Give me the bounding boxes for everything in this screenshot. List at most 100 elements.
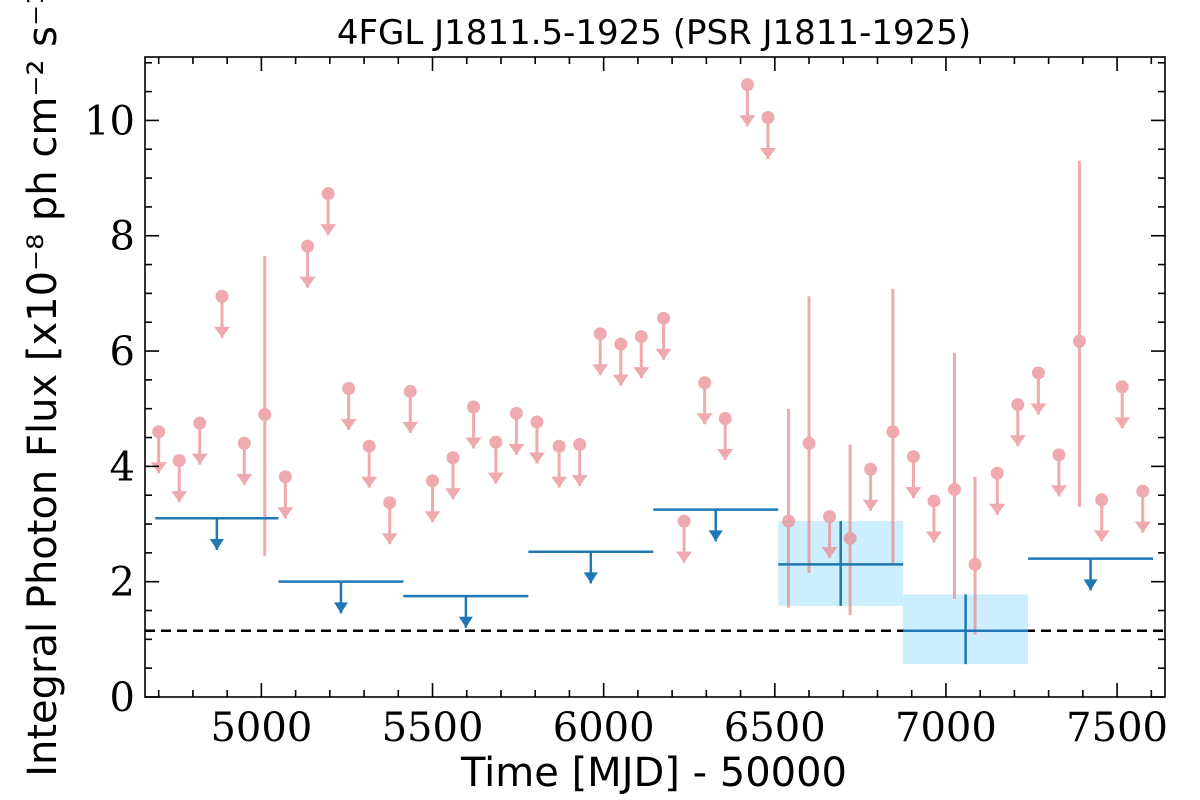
y-axis-label: Integral Photon Flux [x10⁻⁸ ph cm⁻² s⁻¹]: [20, 0, 66, 777]
data-marker: [1052, 448, 1066, 462]
short-bin-point-42: [1030, 366, 1047, 415]
data-marker: [927, 494, 941, 508]
upper-limit-arrowhead: [633, 367, 650, 379]
data-marker: [1115, 380, 1129, 394]
short-bin-point-16: [487, 435, 504, 484]
data-marker: [802, 436, 816, 450]
upper-limit-arrowhead: [1093, 530, 1110, 542]
upper-limit-arrowhead: [191, 453, 208, 465]
short-bin-point-34: [862, 462, 879, 511]
plot-frame: [144, 56, 1166, 698]
data-marker: [1072, 334, 1086, 348]
data-marker: [906, 450, 920, 464]
short-bin-point-38: [947, 352, 961, 599]
data-marker: [947, 482, 961, 496]
data-marker: [172, 454, 186, 468]
x-tick-label: 7000: [895, 705, 997, 751]
upper-limit-arrowhead: [717, 449, 734, 461]
short-bin-point-32: [821, 510, 838, 559]
upper-limit-arrowhead: [1009, 435, 1026, 447]
data-marker: [761, 111, 775, 125]
data-marker: [614, 337, 628, 351]
upper-limit-arrowhead: [592, 364, 609, 376]
long-bin-0: [155, 517, 279, 550]
y-tick-label: 8: [110, 214, 135, 260]
upper-limit-arrowhead: [320, 224, 337, 236]
data-marker: [634, 330, 648, 344]
short-bin-point-39: [968, 476, 982, 635]
short-bin-point-30: [781, 408, 795, 608]
short-bin-point-25: [676, 514, 693, 563]
upper-limit-arrowhead: [465, 437, 482, 449]
upper-limit-arrowhead: [821, 547, 838, 559]
upper-limit-arrowhead: [862, 499, 879, 511]
upper-limit-arrowhead: [528, 452, 545, 464]
x-tick-label: 6000: [553, 705, 655, 751]
upper-limit-arrowhead: [1030, 403, 1047, 415]
short-bin-point-24: [655, 311, 672, 360]
short-bin-point-2: [191, 416, 208, 465]
short-bin-point-11: [381, 496, 398, 545]
data-marker: [886, 425, 900, 439]
upper-limit-arrowhead: [150, 462, 167, 474]
upper-limit-arrowhead: [277, 507, 294, 519]
upper-limit-arrowhead: [583, 572, 598, 584]
axis-ticks: 5000 5500 6000 6500 7000 7500 0 2 4 6 8 10: [84, 57, 1168, 751]
short-bin-point-10: [361, 439, 378, 488]
short-bin-point-12: [402, 384, 419, 433]
short-bin-point-14: [445, 451, 462, 500]
short-bin-point-23: [633, 330, 650, 379]
long-bin-5: [778, 521, 904, 606]
upper-limit-arrowhead: [487, 472, 504, 484]
short-bin-point-1: [171, 454, 188, 503]
upper-limit-arrowhead: [299, 276, 316, 288]
upper-limit-arrowhead: [551, 476, 568, 488]
upper-limit-arrowhead: [236, 473, 253, 485]
plot-area: [145, 78, 1165, 665]
x-axis-label: Time [MJD] - 50000: [460, 750, 847, 796]
short-bin-point-44: [1072, 160, 1086, 507]
short-bin-point-22: [612, 337, 629, 386]
y-tick-label: 10: [84, 98, 135, 144]
data-marker: [215, 289, 229, 303]
upper-limit-arrowhead: [905, 487, 922, 499]
long-bin-3: [528, 550, 654, 584]
upper-limit-arrowhead: [696, 413, 713, 425]
short-bin-point-47: [1134, 484, 1151, 533]
upper-limit-arrowhead: [214, 326, 231, 338]
data-marker: [740, 78, 754, 92]
x-tick-label: 6500: [724, 705, 826, 751]
x-tick-label: 5000: [210, 705, 312, 751]
upper-limit-arrowhead: [708, 530, 723, 542]
data-marker: [864, 462, 878, 476]
data-marker: [467, 400, 481, 414]
upper-limit-arrowhead: [759, 148, 776, 160]
upper-limit-arrowhead: [925, 531, 942, 543]
short-bin-point-5: [258, 255, 272, 556]
short-bin-point-26: [696, 376, 713, 425]
data-marker: [362, 439, 376, 453]
short-bin-point-17: [508, 406, 525, 455]
upper-limit-arrowhead: [655, 348, 672, 360]
data-marker: [237, 436, 251, 450]
short-bin-point-20: [571, 437, 588, 486]
data-marker: [1011, 398, 1025, 412]
upper-limit-arrowhead: [445, 488, 462, 500]
upper-limit-arrowhead: [508, 443, 525, 455]
upper-limit-arrowhead: [1134, 521, 1151, 533]
short-bin-point-3: [214, 289, 231, 338]
short-bin-point-9: [340, 382, 357, 431]
data-marker: [509, 406, 523, 420]
upper-limit-arrowhead: [612, 374, 629, 386]
y-tick-label: 6: [110, 329, 135, 375]
short-bin-point-33: [843, 444, 857, 616]
short-bin-point-0: [150, 425, 167, 474]
data-marker: [968, 557, 982, 571]
chart-title: 4FGL J1811.5-1925 (PSR J1811-1925): [337, 13, 971, 53]
short-bin-point-46: [1114, 380, 1131, 429]
data-marker: [698, 376, 712, 390]
data-marker: [342, 382, 356, 396]
data-marker: [301, 239, 315, 253]
short-bin-point-28: [739, 78, 756, 127]
